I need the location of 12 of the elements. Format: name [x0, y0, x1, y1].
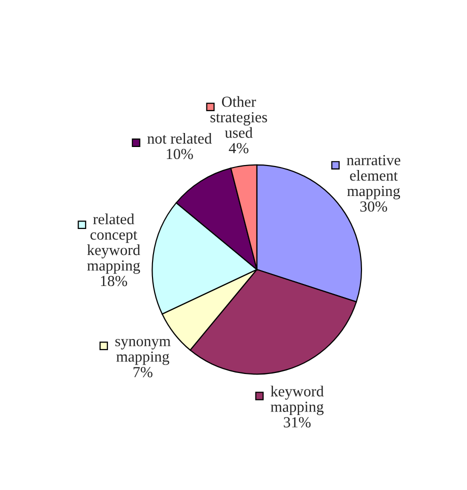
data-label: 30%: [360, 201, 388, 212]
legend-label: not related: [147, 132, 212, 144]
data-label: 18%: [100, 276, 128, 286]
legend-label: Other strategies used: [210, 96, 268, 138]
legend-label: keyword mapping: [270, 386, 324, 416]
legend-label: related concept keyword mapping: [87, 214, 140, 274]
data-label: 4%: [228, 142, 248, 154]
data-label: 31%: [284, 417, 311, 428]
data-label: 7%: [134, 366, 152, 378]
legend-label: narrative element mapping: [346, 155, 400, 200]
legend-label: synonym mapping: [115, 338, 171, 365]
data-label: 10%: [166, 148, 193, 160]
